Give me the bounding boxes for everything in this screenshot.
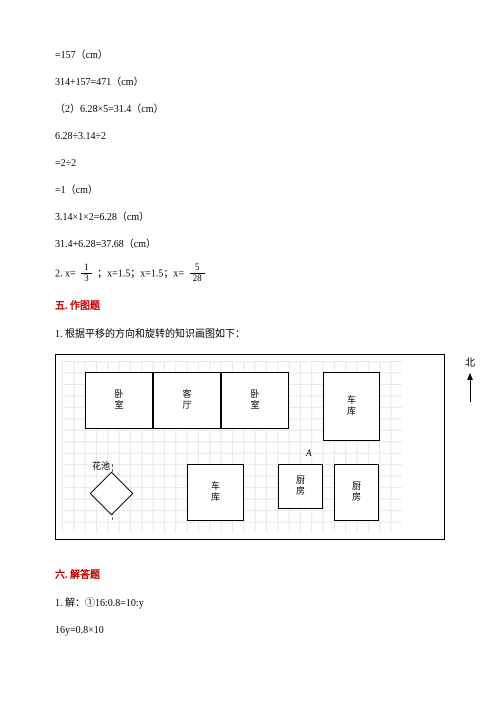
section-6-title: 六. 解答题 xyxy=(55,568,445,584)
answer-line: 16y=0.8×10 xyxy=(55,623,445,639)
text: ；x=1.5；x=1.5；x= xyxy=(97,269,184,280)
room-kitchen-2: 厨房 xyxy=(334,464,379,521)
room-garage-1: 车库 xyxy=(323,372,380,441)
calc-line: 31.4+6.28=37.68（cm） xyxy=(55,237,445,253)
question-text: 1. 根据平移的方向和旋转的知识画图如下： xyxy=(55,327,445,343)
room-label: 车库 xyxy=(347,395,356,417)
room-bedroom-2: 卧室 xyxy=(221,372,289,429)
room-label: 厨房 xyxy=(296,475,305,497)
north-arrow-icon xyxy=(470,374,471,402)
room-living: 客厅 xyxy=(153,372,221,429)
calc-line: =1（cm） xyxy=(55,183,445,199)
calc-line: 6.28÷3.14÷2 xyxy=(55,129,445,145)
room-bedroom-1: 卧室 xyxy=(85,372,153,429)
room-label: 客厅 xyxy=(182,389,191,411)
calc-line-frac: 2. x= 13 ；x=1.5；x=1.5；x= 528 xyxy=(55,264,445,285)
room-label: 车库 xyxy=(211,481,220,503)
calc-line: =157（cm） xyxy=(55,48,445,64)
fraction: 528 xyxy=(190,263,205,284)
calc-line: （2）6.28×5=31.4（cm） xyxy=(55,102,445,118)
point-a-label: A xyxy=(306,446,312,460)
room-kitchen-1: 厨房 xyxy=(278,464,323,509)
diagram-frame: 卧室 客厅 卧室 车库 车库 厨房 厨房 花池 A xyxy=(55,354,445,540)
floorplan-grid: 卧室 客厅 卧室 车库 车库 厨房 厨房 花池 A xyxy=(62,361,402,533)
room-label: 卧室 xyxy=(114,389,123,411)
section-5-title: 五. 作图题 xyxy=(55,299,445,315)
north-label: 北 xyxy=(465,358,475,369)
room-garage-2: 车库 xyxy=(187,464,244,521)
room-label: 卧室 xyxy=(250,389,259,411)
room-label: 厨房 xyxy=(352,481,361,503)
compass-north: 北 xyxy=(465,356,475,402)
answer-line: 1. 解：①16:0.8=10:y xyxy=(55,596,445,612)
pond-label: 花池 xyxy=(92,459,110,473)
denominator: 3 xyxy=(81,274,92,284)
fraction: 13 xyxy=(81,263,92,284)
pond-diamond xyxy=(90,471,134,515)
calc-line: =2÷2 xyxy=(55,156,445,172)
calc-line: 314+157=471（cm） xyxy=(55,75,445,91)
text: 2. x= xyxy=(55,269,76,280)
denominator: 28 xyxy=(190,274,205,284)
calc-line: 3.14×1×2=6.28（cm） xyxy=(55,210,445,226)
